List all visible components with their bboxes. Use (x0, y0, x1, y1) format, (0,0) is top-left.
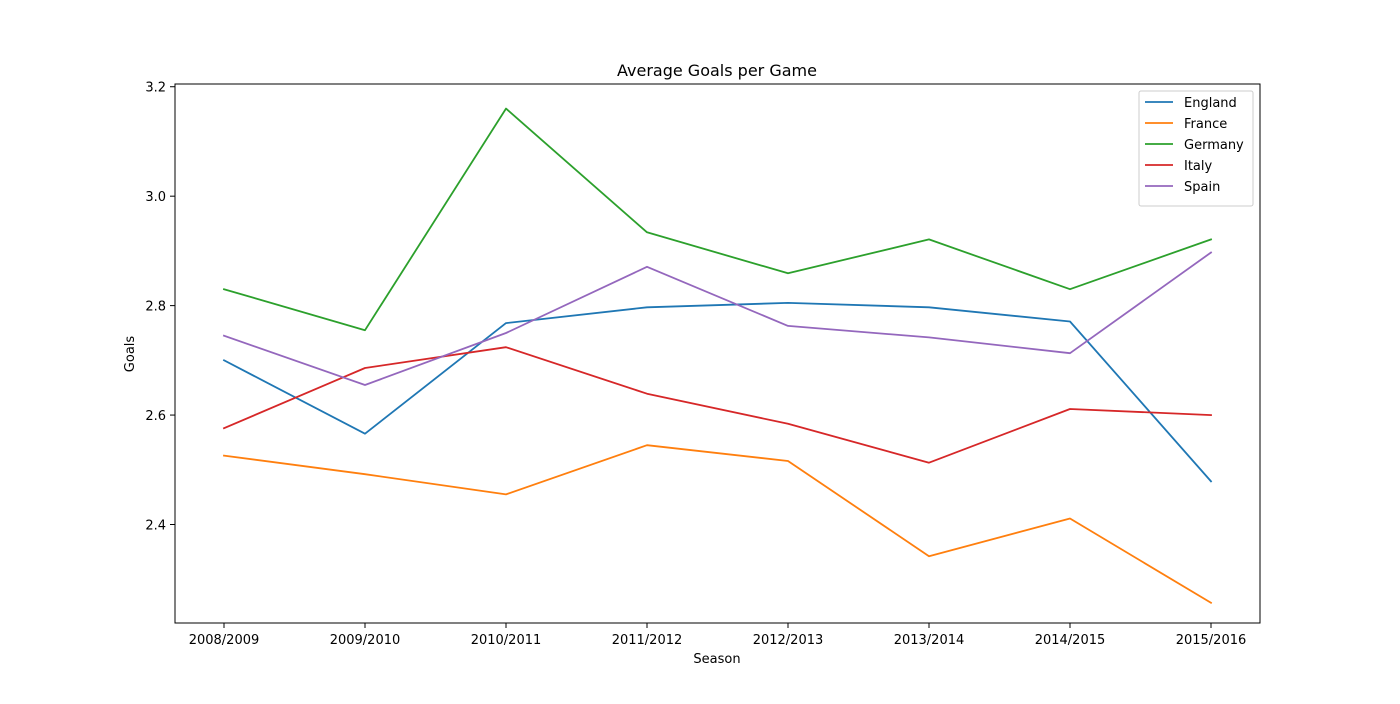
series-layer (222, 107, 1213, 605)
x-tick-label: 2012/2013 (753, 633, 824, 648)
x-tick-label: 2009/2010 (330, 633, 401, 648)
legend-label-italy: Italy (1184, 159, 1213, 174)
x-tick-label: 2010/2011 (471, 633, 542, 648)
x-axis-label: Season (693, 652, 740, 667)
x-tick-label: 2015/2016 (1176, 633, 1247, 648)
series-line-england (222, 301, 1213, 483)
x-axis: 2008/2009 2009/2010 2010/2011 2011/2012 2012… (189, 623, 1247, 648)
series-line-france (222, 444, 1213, 605)
y-tick-label: 3.0 (145, 190, 166, 205)
series-line-germany (222, 107, 1213, 332)
y-axis-label: Goals (123, 336, 138, 373)
y-tick-label: 2.8 (145, 300, 166, 315)
x-tick-label: 2011/2012 (612, 633, 683, 648)
y-tick-label: 3.2 (145, 81, 166, 96)
series-line-spain (222, 251, 1213, 386)
legend-label-england: England (1184, 96, 1237, 111)
y-axis: 2.4 2.6 2.8 3.0 3.2 (145, 81, 175, 534)
y-tick-label: 2.4 (145, 519, 166, 534)
series-line-italy (222, 346, 1212, 464)
plot-area-frame (174, 83, 1261, 624)
legend-label-france: France (1184, 117, 1227, 132)
x-tick-label: 2008/2009 (189, 633, 260, 648)
x-tick-label: 2013/2014 (894, 633, 965, 648)
x-tick-label: 2014/2015 (1035, 633, 1106, 648)
legend-box (1138, 90, 1254, 207)
y-tick-label: 2.6 (145, 409, 166, 424)
legend: England France Germany Italy Spain (1138, 90, 1254, 207)
legend-label-spain: Spain (1184, 180, 1220, 195)
chart-title: Average Goals per Game (617, 61, 817, 80)
legend-label-germany: Germany (1184, 138, 1244, 153)
